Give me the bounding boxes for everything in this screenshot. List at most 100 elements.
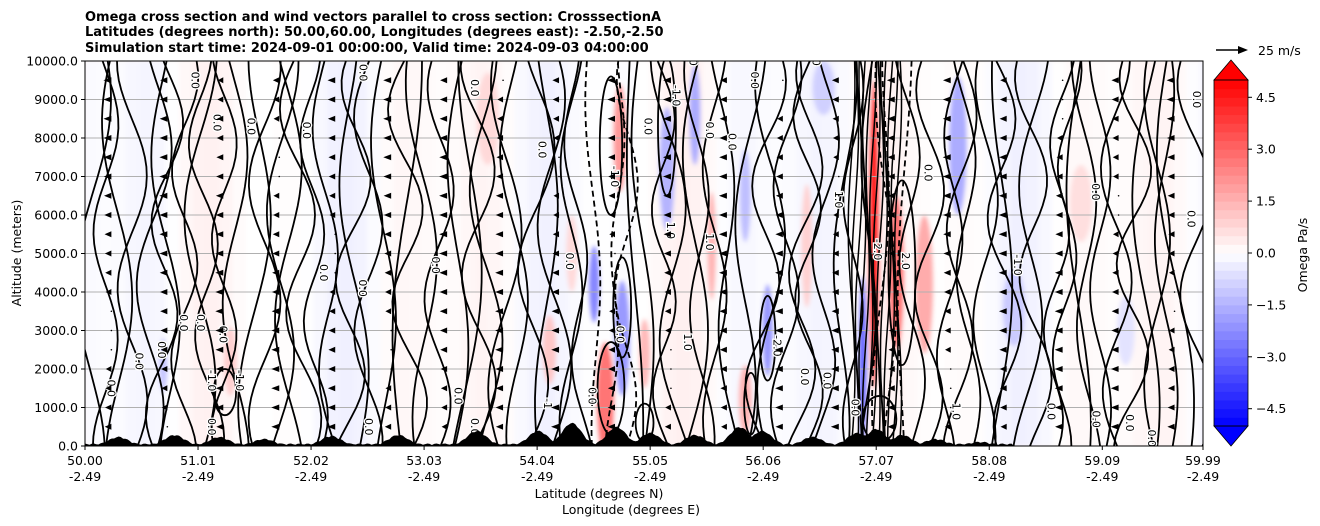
wind-vector [215, 346, 224, 353]
colorbar-level [1214, 209, 1248, 219]
wind-vector [999, 385, 1007, 392]
wind-vector [495, 308, 504, 315]
wind-vector [942, 77, 951, 84]
wind-vector [1166, 77, 1175, 84]
colorbar-level [1214, 261, 1248, 271]
y-tick-label: 6000.0 [34, 208, 78, 223]
wind-vector [441, 404, 448, 411]
colorbar-level [1214, 235, 1248, 245]
wind-vector [1056, 173, 1063, 180]
wind-vector-dot [558, 175, 560, 178]
contour-label: 0.0 [1044, 403, 1057, 421]
contour-label: 0.0 [356, 64, 369, 82]
colorbar-level [1214, 131, 1248, 142]
wind-vector [775, 269, 783, 276]
contour-line [769, 61, 803, 446]
x-tick-label-lon: -2.49 [747, 469, 779, 484]
wind-vector [1112, 135, 1119, 141]
wind-vector [383, 212, 392, 218]
wind-vector-dot [838, 194, 840, 197]
wind-vector-dot [166, 425, 169, 428]
contour-line [604, 61, 626, 446]
wind-vector [272, 269, 280, 276]
wind-vector [887, 423, 895, 430]
wind-vector [216, 423, 224, 430]
wind-vector [497, 115, 504, 122]
contour-label: 0.0 [703, 122, 716, 140]
colorbar-level [1214, 313, 1248, 323]
wind-vector-dot [110, 310, 113, 313]
wind-vector [1167, 423, 1175, 430]
wind-vector [998, 192, 1007, 199]
wind-vector-dot [893, 271, 896, 274]
contour-label: 0.0 [535, 141, 548, 159]
wind-vector [103, 154, 112, 161]
wind-vector [663, 192, 671, 199]
wind-vector [105, 385, 112, 392]
wind-vector [831, 346, 839, 353]
wind-vector [942, 96, 951, 103]
wind-vector [776, 154, 783, 161]
wind-vector [1168, 366, 1175, 372]
wind-vector [1166, 115, 1175, 122]
wind-vector [327, 404, 336, 411]
colorbar-tick-label: −1.5 [1256, 297, 1286, 312]
contour-label: 1.0 [949, 403, 962, 421]
wind-vector [328, 154, 336, 161]
wind-vector [495, 385, 504, 392]
wind-vector [887, 385, 895, 392]
contour-label: 0.0 [194, 314, 207, 332]
wind-vector [1054, 269, 1063, 276]
wind-vector [551, 289, 560, 295]
contour-line [986, 61, 1023, 446]
wind-vector [439, 192, 448, 199]
wind-vector [384, 269, 392, 276]
wind-vector [160, 346, 168, 353]
y-tick-label: 8000.0 [34, 131, 78, 146]
wind-vector [271, 346, 280, 353]
wind-vector [495, 231, 504, 238]
wind-vector [159, 250, 168, 257]
wind-vector-dot [278, 175, 281, 178]
colorbar-level [1214, 417, 1248, 427]
x-tick-label-lat: 53.03 [406, 453, 442, 468]
contour-line [221, 61, 250, 446]
wind-vector [774, 289, 783, 295]
wind-vector [998, 289, 1007, 295]
contour-line [423, 61, 455, 446]
wind-vector-dot [949, 387, 952, 390]
contour-line [913, 61, 945, 446]
wind-vector [720, 77, 727, 84]
wind-vector [718, 192, 727, 199]
contour-line [563, 61, 593, 446]
wind-vector [551, 308, 560, 315]
wind-vector-dot [390, 368, 392, 370]
wind-vector [159, 231, 168, 238]
wind-vector [215, 212, 224, 218]
contour-line-dense [858, 61, 867, 446]
wind-vector [665, 404, 671, 411]
colorbar-tick-label: −3.0 [1256, 349, 1286, 364]
wind-vector-dot [390, 329, 392, 332]
contour-label: 0.0 [211, 114, 224, 131]
wind-vector [664, 423, 671, 430]
wind-vector [160, 77, 168, 84]
colorbar-level [1214, 175, 1248, 185]
x-tick-label-lat: 58.08 [971, 453, 1007, 468]
wind-vector-dot [1061, 117, 1064, 120]
wind-vector [944, 423, 951, 430]
wind-vector [496, 154, 504, 161]
contour-label: 0.0 [356, 279, 369, 297]
colorbar-level [1214, 330, 1248, 340]
contour-label: -2.0 [871, 239, 884, 260]
contour-label: 0.0 [429, 256, 442, 274]
wind-vector [999, 135, 1007, 141]
contour-line [754, 61, 786, 446]
contour-line [972, 61, 999, 446]
wind-vector [159, 212, 168, 218]
wind-vectors [103, 77, 1176, 430]
wind-vector [551, 366, 560, 372]
contour-line [811, 61, 840, 446]
wind-vector-dot [782, 98, 784, 101]
contour-label: 1.0 [681, 333, 694, 351]
